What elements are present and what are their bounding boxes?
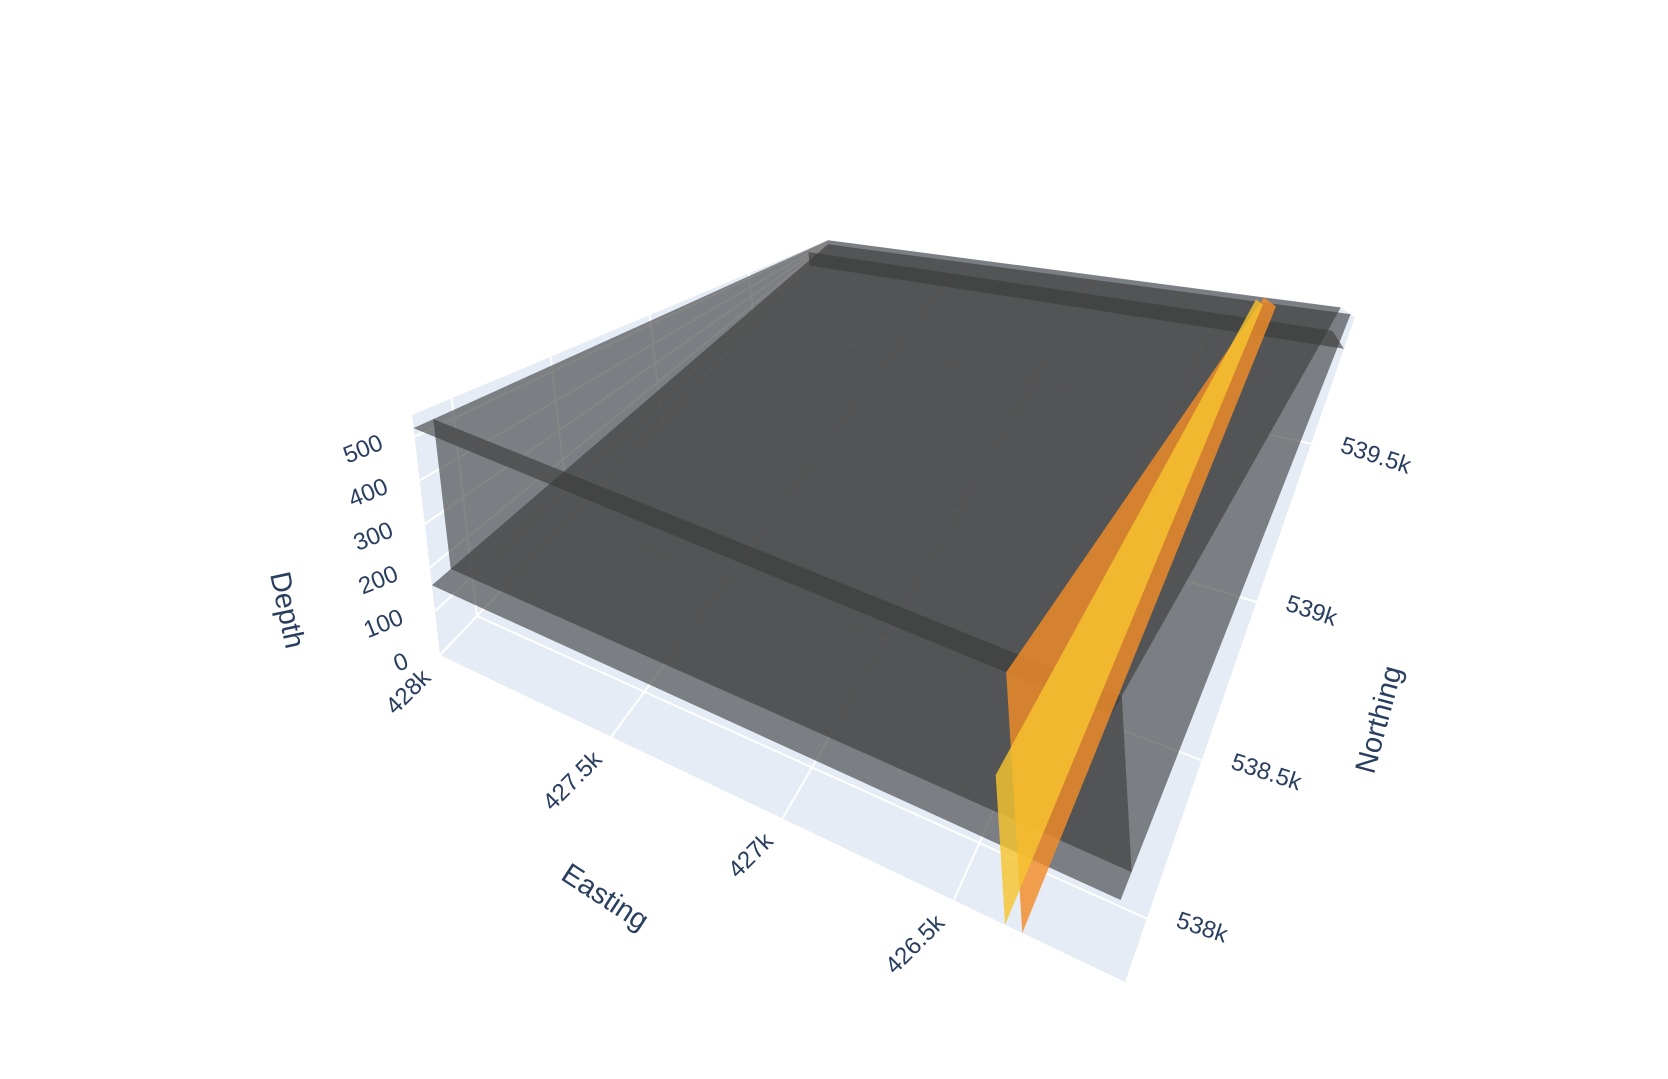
z-tick-label: 300 (350, 517, 397, 557)
z-tick-label: 400 (345, 473, 392, 513)
y-axis-title: Northing (1350, 663, 1409, 777)
surface-vertical-easting-4 (1006, 297, 1276, 933)
x-tick-label: 427k (723, 827, 780, 884)
surface-vertical-northing-3 (808, 252, 1344, 349)
surfaces (413, 240, 1351, 933)
y-tick-label: 538k (1173, 907, 1232, 949)
y-tick-label: 539.5k (1337, 432, 1415, 480)
y-tick-label: 538.5k (1228, 748, 1306, 796)
surface-vertical-easting-5 (995, 299, 1263, 925)
z-tick-label: 500 (340, 429, 387, 469)
surface-vertical-northing-2 (433, 419, 1132, 873)
x-axis-title: Easting (556, 858, 655, 938)
y-tick-label: 539k (1283, 590, 1342, 632)
x-tick-label: 426.5k (880, 909, 951, 980)
z-axis-title: Depth (263, 569, 310, 651)
z-tick-label: 200 (355, 560, 402, 600)
x-tick-label: 427.5k (537, 745, 608, 816)
z-tick-label: 0 (390, 648, 413, 678)
z-tick-label: 100 (360, 604, 407, 644)
